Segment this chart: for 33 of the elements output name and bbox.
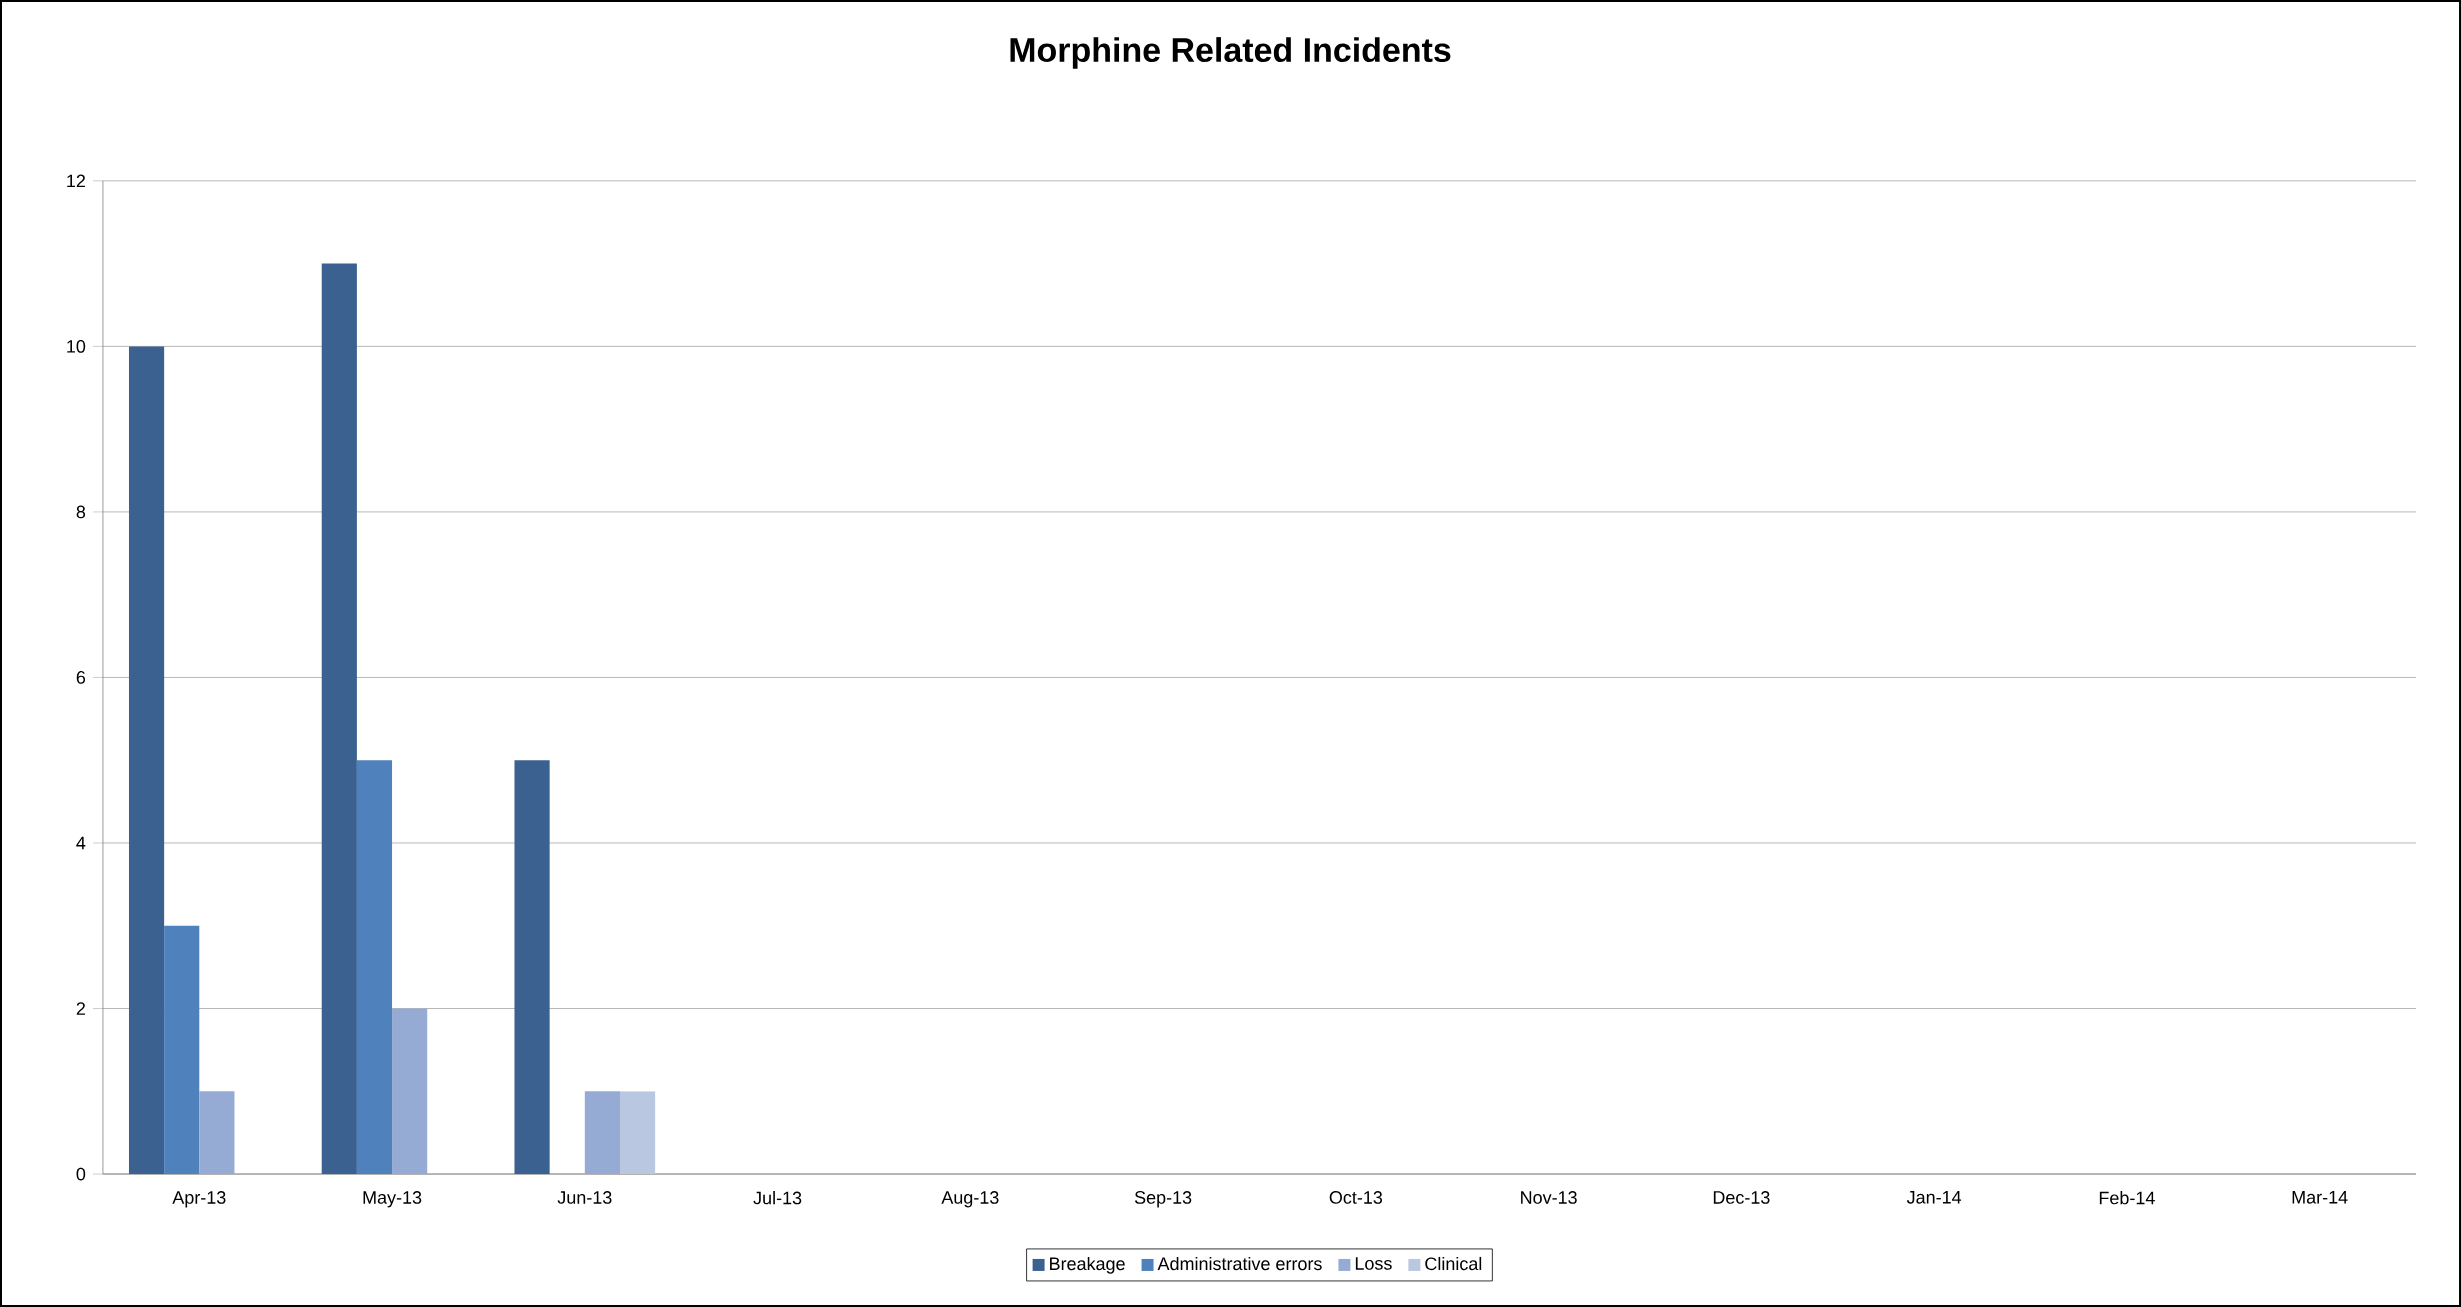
bar bbox=[356, 760, 393, 1175]
x-tick-label: Aug-13 bbox=[941, 1191, 999, 1208]
y-tick-label: 2 bbox=[76, 1002, 85, 1015]
y-tick-label: 10 bbox=[67, 340, 86, 353]
x-tick-label: Feb-14 bbox=[2099, 1191, 2155, 1205]
x-tick-label: Sep-13 bbox=[1134, 1191, 1192, 1208]
bar bbox=[164, 925, 200, 1175]
bar bbox=[392, 1008, 428, 1175]
x-tick-label: Apr-13 bbox=[172, 1191, 226, 1208]
x-tick-label: May-13 bbox=[363, 1191, 422, 1208]
bar bbox=[584, 1091, 620, 1175]
chart-title: Morphine Related Incidents bbox=[1010, 37, 1451, 69]
y-tick-label: 12 bbox=[67, 174, 85, 188]
bar bbox=[321, 263, 357, 1175]
bar bbox=[128, 346, 165, 1175]
y-tick-label: 6 bbox=[76, 671, 86, 684]
legend-label: Clinical bbox=[1425, 1256, 1482, 1271]
bar bbox=[199, 1091, 235, 1175]
x-tick-label: Dec-13 bbox=[1713, 1191, 1770, 1204]
x-tick-label: Jul-13 bbox=[753, 1191, 802, 1205]
y-tick-label: 8 bbox=[76, 505, 86, 519]
legend-label: Breakage bbox=[1050, 1256, 1125, 1274]
x-tick-label: Mar-14 bbox=[2292, 1191, 2348, 1204]
legend-label: Administrative errors bbox=[1157, 1256, 1322, 1271]
bar bbox=[514, 760, 550, 1175]
x-tick-label: Jan-14 bbox=[1906, 1191, 1962, 1204]
x-tick-label: Jun-13 bbox=[557, 1191, 612, 1204]
x-tick-label: Nov-13 bbox=[1521, 1191, 1577, 1204]
bar bbox=[619, 1091, 656, 1175]
x-tick-label: Oct-13 bbox=[1329, 1191, 1383, 1204]
y-tick-label: 0 bbox=[76, 1167, 86, 1181]
legend-label: Loss bbox=[1355, 1257, 1392, 1270]
y-tick-label: 4 bbox=[76, 836, 86, 850]
